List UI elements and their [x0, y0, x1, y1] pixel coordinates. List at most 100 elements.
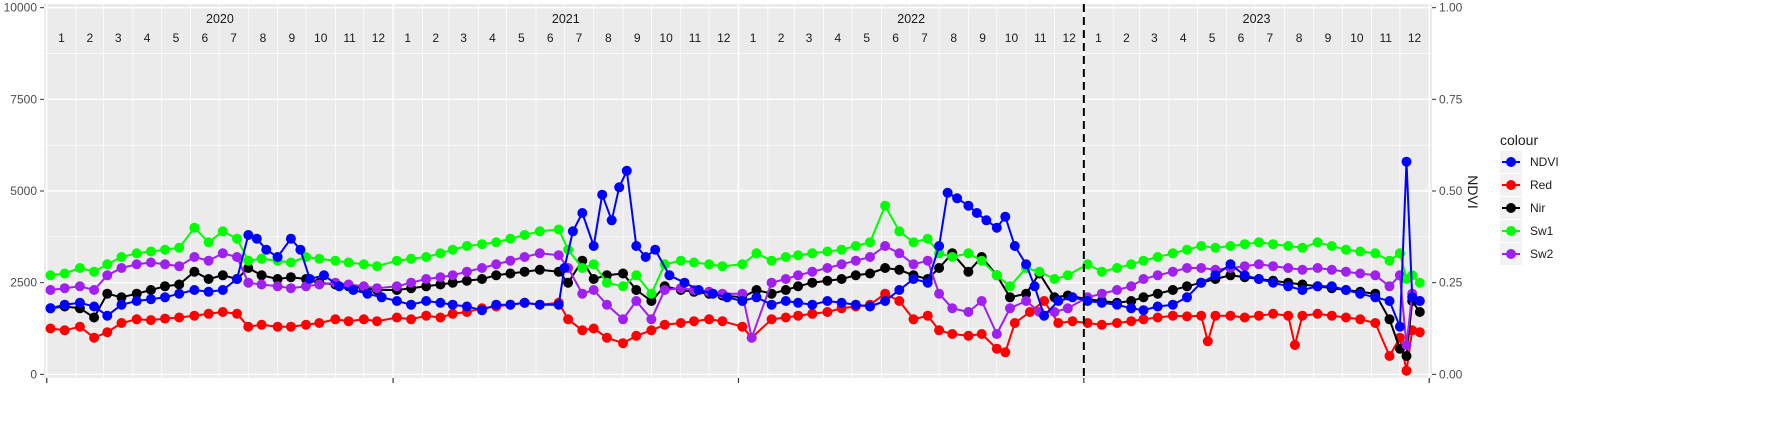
- data-point-nir: [836, 274, 847, 284]
- data-point-red: [1297, 310, 1308, 321]
- month-label: 3: [460, 31, 467, 45]
- data-point-red: [116, 318, 127, 328]
- data-point-sw2: [1167, 266, 1178, 277]
- data-point-sw2: [372, 283, 382, 294]
- data-point-sw1: [631, 270, 642, 281]
- data-point-sw2: [659, 285, 670, 295]
- data-point-sw2: [491, 259, 502, 270]
- data-point-ndvi: [971, 208, 982, 218]
- data-point-sw2: [131, 259, 142, 270]
- data-point-sw1: [59, 268, 70, 279]
- data-point-ndvi: [631, 241, 642, 251]
- data-point-red: [894, 296, 905, 306]
- legend-item-ndvi: NDVI: [1500, 151, 1559, 173]
- data-point-ndvi: [435, 297, 446, 308]
- data-point-ndvi: [908, 274, 919, 284]
- data-point-sw1: [1414, 277, 1425, 288]
- month-label: 8: [605, 31, 612, 45]
- data-point-sw2: [174, 261, 185, 272]
- series-red: [45, 288, 1425, 376]
- data-point-ndvi: [116, 299, 127, 310]
- data-point-sw1: [793, 250, 804, 261]
- month-label: 9: [979, 31, 986, 45]
- data-point-red: [1414, 327, 1425, 338]
- data-point-red: [1239, 312, 1250, 323]
- data-point-ndvi: [1029, 281, 1040, 292]
- y-left-tick-label: 10000: [4, 1, 38, 15]
- data-point-red: [1112, 318, 1122, 328]
- month-label: 1: [1095, 31, 1102, 45]
- data-point-sw1: [160, 244, 170, 255]
- data-point-red: [963, 330, 974, 341]
- data-point-sw2: [737, 288, 748, 299]
- data-point-sw2: [934, 288, 945, 299]
- data-point-nir: [894, 264, 905, 275]
- data-point-sw1: [880, 200, 891, 211]
- data-point-sw1: [1082, 259, 1093, 270]
- data-point-sw1: [1341, 244, 1351, 255]
- data-point-sw2: [59, 283, 70, 294]
- data-point-ndvi: [1239, 270, 1250, 281]
- month-label: 4: [834, 31, 841, 45]
- data-point-ndvi: [952, 193, 963, 204]
- data-point-sw1: [908, 237, 919, 248]
- data-point-sw1: [89, 266, 100, 277]
- data-point-nir: [1182, 281, 1192, 292]
- data-point-ndvi: [1225, 259, 1236, 270]
- data-point-ndvi: [1096, 297, 1107, 308]
- data-point-sw2: [1283, 263, 1294, 273]
- data-point-ndvi: [1167, 299, 1178, 310]
- y-axis-right-title: NDVI: [1465, 175, 1481, 208]
- data-point-nir: [243, 263, 254, 273]
- data-point-nir: [203, 274, 214, 284]
- data-point-nir: [285, 272, 296, 283]
- data-point-sw2: [894, 248, 905, 259]
- data-point-sw2: [1370, 270, 1381, 281]
- data-point-ndvi: [203, 286, 214, 297]
- data-point-ndvi: [1401, 156, 1412, 167]
- data-point-sw1: [217, 226, 228, 237]
- data-point-red: [689, 316, 699, 327]
- data-point-sw1: [1167, 248, 1178, 259]
- data-point-ndvi: [559, 263, 570, 273]
- data-point-red: [256, 319, 267, 330]
- data-point-sw1: [1239, 239, 1250, 250]
- data-point-red: [406, 314, 417, 325]
- data-point-ndvi: [991, 222, 1002, 233]
- month-label: 7: [1266, 31, 1273, 45]
- data-point-sw1: [1138, 255, 1149, 266]
- data-point-sw2: [116, 263, 127, 273]
- data-point-sw2: [1341, 266, 1351, 277]
- data-point-red: [1341, 312, 1351, 323]
- month-label: 5: [1209, 31, 1216, 45]
- data-point-ndvi: [836, 297, 847, 308]
- data-point-red: [232, 308, 242, 319]
- data-point-red: [675, 318, 686, 328]
- data-point-ndvi: [1067, 292, 1078, 303]
- data-point-red: [59, 325, 70, 336]
- data-point-sw1: [822, 246, 833, 257]
- data-point-sw1: [865, 237, 875, 248]
- data-point-ndvi: [174, 288, 185, 299]
- month-labels: 1 2 3 4 5 6 7 8 9 10 11 12 1 2 3 4 5 6 7 8 9 10 11 12 1 2 3 4 5 6 7 8 9 1…: [58, 31, 1421, 45]
- data-point-red: [1326, 310, 1337, 321]
- data-point-nir: [461, 275, 472, 286]
- data-point-red: [1009, 318, 1020, 328]
- data-point-ndvi: [334, 281, 345, 292]
- data-point-nir: [435, 279, 446, 290]
- data-point-ndvi: [1196, 277, 1207, 288]
- data-point-sw2: [976, 296, 987, 306]
- data-point-sw2: [1312, 263, 1323, 273]
- data-point-ndvi: [588, 241, 599, 251]
- data-point-red: [618, 338, 628, 349]
- data-point-nir: [865, 268, 875, 279]
- data-point-ndvi: [621, 165, 632, 176]
- data-point-nir: [477, 274, 487, 284]
- data-point-nir: [272, 274, 283, 284]
- data-point-ndvi: [461, 301, 472, 312]
- data-point-red: [435, 312, 446, 323]
- data-point-ndvi: [74, 297, 85, 308]
- data-point-red: [601, 332, 612, 343]
- data-point-sw2: [1268, 261, 1279, 272]
- data-point-nir: [793, 281, 804, 292]
